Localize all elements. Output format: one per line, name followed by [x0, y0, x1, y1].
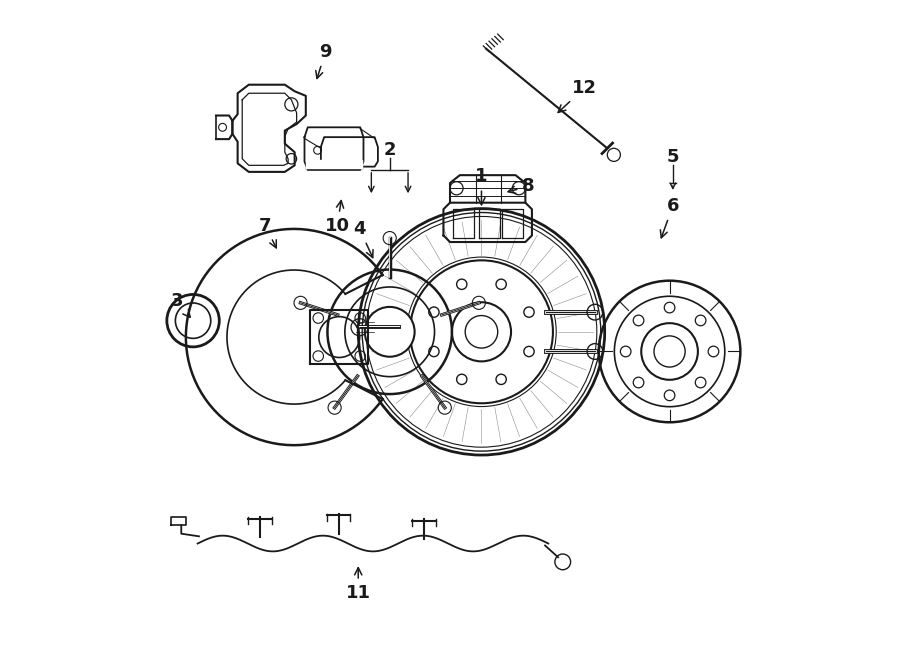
Text: 5: 5 [667, 148, 680, 166]
Text: 12: 12 [558, 79, 597, 112]
Text: 1: 1 [475, 167, 488, 205]
Text: 10: 10 [325, 200, 350, 235]
Text: 11: 11 [346, 568, 371, 602]
Text: 6: 6 [661, 197, 680, 238]
Circle shape [364, 307, 415, 357]
Text: 9: 9 [316, 43, 332, 79]
Text: 8: 8 [508, 177, 535, 195]
Text: 2: 2 [383, 141, 396, 159]
Text: 7: 7 [259, 217, 276, 248]
Text: 4: 4 [354, 220, 373, 258]
Polygon shape [171, 517, 186, 525]
Text: 3: 3 [170, 292, 190, 317]
